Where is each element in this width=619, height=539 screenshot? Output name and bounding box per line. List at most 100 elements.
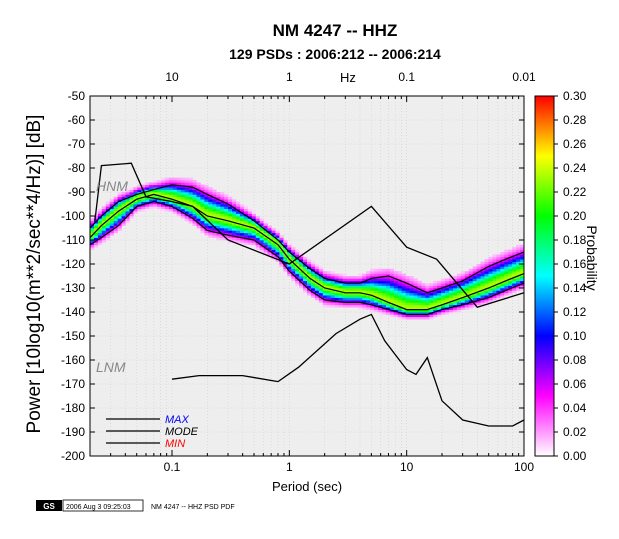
heatmap-cell bbox=[235, 206, 241, 210]
heatmap-cell bbox=[228, 237, 233, 241]
heatmap-cell bbox=[275, 235, 280, 238]
heatmap-cell bbox=[310, 271, 316, 274]
heatmap-cell bbox=[299, 278, 304, 282]
heatmap-cell bbox=[417, 300, 422, 303]
heatmap-cell bbox=[378, 283, 383, 286]
heatmap-cell bbox=[441, 278, 446, 282]
heatmap-cell bbox=[113, 218, 118, 222]
heatmap-cell bbox=[184, 216, 189, 219]
heatmap-cell bbox=[452, 297, 458, 301]
heatmap-cell bbox=[235, 201, 241, 205]
heatmap-cell bbox=[496, 271, 501, 274]
heatmap-cell bbox=[488, 288, 493, 291]
colorbar-tick-label: 0.08 bbox=[563, 353, 587, 367]
heatmap-cell bbox=[291, 278, 296, 282]
heatmap-cell bbox=[303, 283, 308, 286]
heatmap-cell bbox=[362, 290, 367, 294]
heatmap-cell bbox=[358, 290, 363, 294]
heatmap-cell bbox=[303, 268, 308, 272]
heatmap-cell bbox=[204, 208, 209, 212]
heatmap-cell bbox=[452, 290, 458, 294]
heatmap-cell bbox=[393, 314, 399, 318]
heatmap-cell bbox=[330, 297, 335, 301]
heatmap-cell bbox=[472, 297, 477, 301]
heatmap-cell bbox=[263, 225, 268, 229]
heatmap-cell bbox=[362, 285, 367, 289]
heatmap-cell bbox=[161, 182, 166, 186]
heatmap-cell bbox=[137, 189, 142, 193]
heatmap-cell bbox=[224, 199, 229, 202]
heatmap-cell bbox=[354, 285, 359, 289]
heatmap-cell bbox=[180, 180, 185, 183]
colorbar-tick-label: 0.20 bbox=[563, 209, 587, 223]
heatmap-cell bbox=[409, 280, 414, 284]
heatmap-cell bbox=[362, 297, 367, 301]
heatmap-cell bbox=[441, 295, 446, 298]
heatmap-cell bbox=[287, 252, 292, 255]
heatmap-cell bbox=[161, 192, 166, 195]
heatmap-cell bbox=[141, 187, 146, 190]
heatmap-cell bbox=[259, 247, 264, 250]
heatmap-cell bbox=[275, 254, 280, 258]
heatmap-cell bbox=[137, 208, 142, 212]
heatmap-cell bbox=[97, 220, 103, 224]
heatmap-cell bbox=[342, 280, 347, 284]
heatmap-cell bbox=[468, 290, 474, 294]
heatmap-cell bbox=[512, 259, 517, 262]
heatmap-cell bbox=[168, 201, 174, 205]
heatmap-cell bbox=[164, 187, 170, 190]
heatmap-cell bbox=[484, 276, 489, 279]
heatmap-cell bbox=[366, 290, 371, 294]
heatmap-cell bbox=[243, 223, 249, 226]
heatmap-cell bbox=[488, 297, 493, 301]
heatmap-cell bbox=[421, 312, 426, 315]
heatmap-cell bbox=[397, 278, 402, 282]
heatmap-cell bbox=[121, 223, 126, 226]
heatmap-cell bbox=[184, 206, 189, 210]
heatmap-cell bbox=[421, 295, 426, 298]
heatmap-cell bbox=[358, 297, 363, 301]
heatmap-cell bbox=[204, 184, 209, 188]
heatmap-cell bbox=[97, 242, 103, 246]
heatmap-cell bbox=[220, 192, 225, 195]
heatmap-cell bbox=[520, 264, 525, 267]
heatmap-cell bbox=[145, 182, 150, 186]
noise-model-lines bbox=[94, 162, 525, 427]
heatmap-cell bbox=[275, 240, 280, 243]
heatmap-cell bbox=[314, 283, 320, 286]
heatmap-cell bbox=[259, 218, 264, 222]
heatmap-cell bbox=[196, 220, 201, 224]
heatmap-cell bbox=[425, 307, 430, 310]
heatmap-cell bbox=[263, 249, 268, 253]
heatmap-cell bbox=[452, 292, 458, 296]
heatmap-cell bbox=[220, 216, 225, 219]
heatmap-cell bbox=[180, 187, 185, 190]
heatmap-cell bbox=[358, 302, 363, 306]
heatmap-cell bbox=[370, 278, 375, 282]
heatmap-cell bbox=[460, 302, 466, 306]
heatmap-cell bbox=[235, 240, 241, 243]
heatmap-cell bbox=[291, 271, 296, 274]
heatmap-cell bbox=[480, 283, 485, 286]
legend-max-label: MAX bbox=[165, 414, 190, 426]
heatmap-cell bbox=[326, 273, 331, 277]
heatmap-cell bbox=[235, 213, 241, 217]
heatmap-cell bbox=[259, 242, 264, 246]
heatmap-cell bbox=[109, 218, 114, 222]
heatmap-cell bbox=[445, 288, 450, 291]
heatmap-cell bbox=[255, 235, 260, 238]
heatmap-cell bbox=[97, 235, 103, 238]
heatmap-cell bbox=[504, 271, 509, 274]
heatmap-cell bbox=[378, 268, 383, 272]
heatmap-cell bbox=[263, 230, 268, 234]
heatmap-cell bbox=[168, 204, 174, 207]
heatmap-cell bbox=[149, 206, 154, 210]
legend-min-label: MIN bbox=[165, 438, 185, 450]
heatmap-cell bbox=[287, 268, 292, 272]
heatmap-cell bbox=[381, 302, 387, 306]
heatmap-cell bbox=[425, 300, 430, 303]
heatmap-cell bbox=[208, 213, 213, 217]
heatmap-cell bbox=[243, 225, 249, 229]
heatmap-cell bbox=[405, 292, 410, 296]
heatmap-cell bbox=[224, 220, 229, 224]
